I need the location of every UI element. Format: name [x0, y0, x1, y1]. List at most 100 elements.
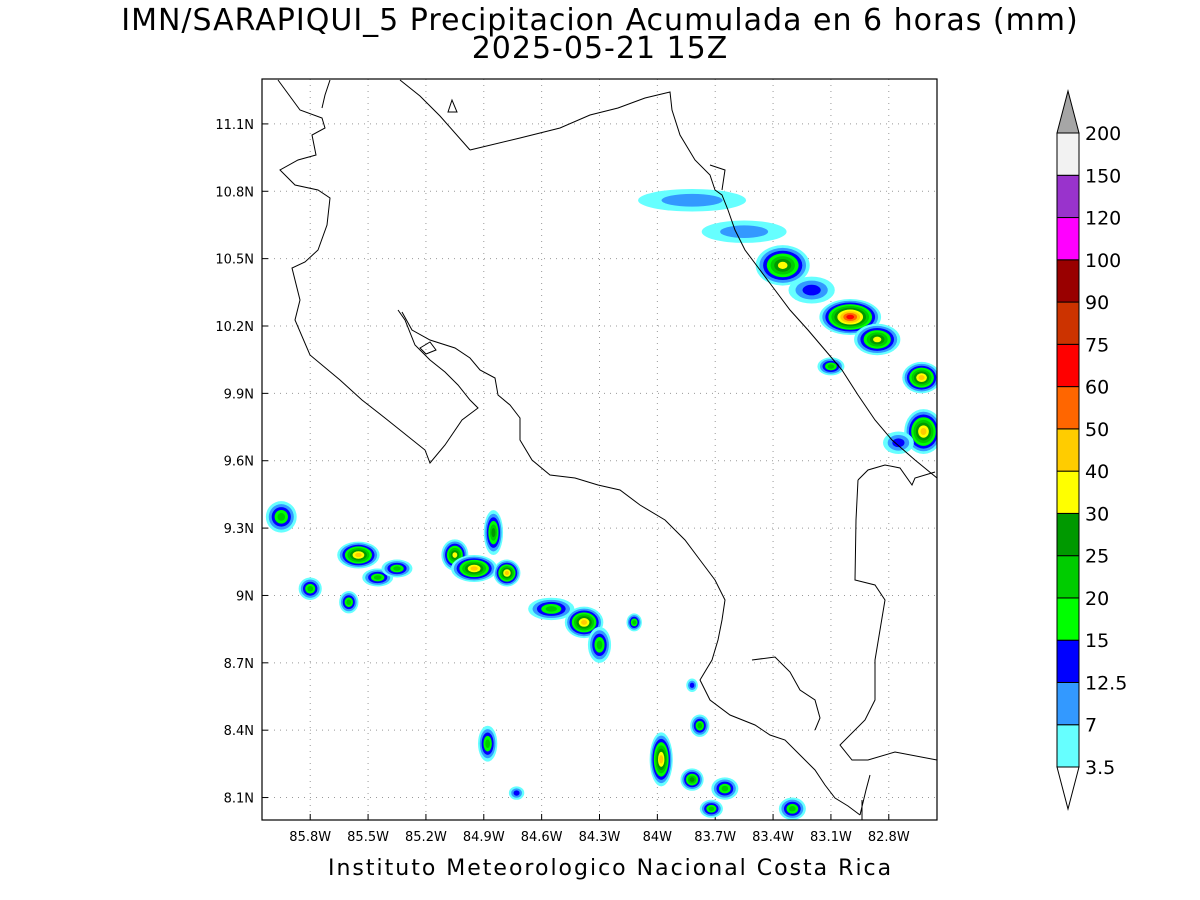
lon-tick-label: 85.2W — [405, 830, 447, 845]
colorbar-label: 30 — [1085, 503, 1109, 525]
colorbar-label: 15 — [1085, 630, 1109, 652]
contour-level — [632, 620, 637, 625]
coastline-nicoya-inner — [401, 311, 861, 816]
contour-level — [277, 513, 286, 521]
contour-level — [689, 777, 695, 782]
contour-level — [920, 428, 927, 436]
rain-cell — [649, 732, 673, 787]
contour-level — [802, 284, 821, 296]
rain-cell — [638, 189, 747, 212]
longitude-labels: 85.8W 85.5W 85.2W 84.9W 84.6W 84.3W 84W 83.7W 83… — [289, 830, 910, 845]
lon-tick-label: 82.8W — [868, 830, 910, 845]
lat-tick-label: 10.2N — [215, 320, 254, 335]
rain-cell — [362, 568, 394, 587]
coastline-osa — [751, 656, 821, 731]
colorbar-swatch — [1056, 555, 1080, 599]
colorbar-swatch — [1056, 639, 1080, 683]
precipitation-colorbar: 3.5 7 12.5 15 20 25 30 40 50 60 75 90 100 120 150 200 — [1056, 89, 1127, 811]
coastline-panama-border — [839, 464, 937, 761]
colorbar-swatch — [1056, 597, 1080, 641]
colorbar-lower-arrow — [1056, 766, 1080, 811]
rain-cell — [778, 797, 806, 820]
contour-level — [789, 806, 796, 812]
coastline-bay — [321, 79, 471, 151]
lat-tick-label: 11.1N — [215, 118, 254, 133]
contour-level — [708, 806, 715, 811]
contour-level — [581, 619, 588, 625]
colorbar-swatch — [1056, 386, 1080, 430]
footer-credit: Instituto Meteorologico Nacional Costa R… — [328, 856, 894, 881]
colorbar-swatch — [1056, 174, 1080, 219]
rain-cell — [451, 555, 498, 582]
contour-level — [545, 606, 557, 612]
contour-level — [373, 575, 382, 580]
lon-tick-label: 85.5W — [347, 830, 389, 845]
contour-level — [504, 570, 510, 576]
lat-tick-label: 9.9N — [224, 387, 254, 402]
colorbar-label: 90 — [1085, 292, 1109, 314]
colorbar-swatch — [1056, 724, 1080, 768]
rain-cell — [883, 431, 914, 454]
contour-level — [307, 585, 314, 592]
colorbar-swatch — [1056, 512, 1080, 557]
rain-cell — [337, 541, 380, 569]
rain-cell — [817, 357, 845, 376]
contour-level — [846, 314, 855, 320]
colorbar-swatch — [1056, 343, 1080, 388]
contour-level — [346, 599, 352, 605]
rain-cell — [381, 559, 413, 578]
colorbar-label: 120 — [1085, 208, 1121, 230]
colorbar-label: 60 — [1085, 377, 1109, 399]
contour-level — [918, 375, 925, 381]
rain-cell — [755, 245, 810, 286]
lon-tick-label: 83.7W — [694, 830, 736, 845]
colorbar-label: 20 — [1085, 588, 1109, 610]
map-title: IMN/SARAPIQUI_5 Precipitacion Acumulada … — [121, 3, 1079, 38]
coastline-caribbean — [469, 91, 937, 479]
contour-level — [452, 552, 458, 558]
contour-level — [689, 682, 695, 688]
rain-cell — [711, 777, 739, 800]
latitude-labels: 8.1N 8.4N 8.7N 9N 9.3N 9.6N 9.9N 10.2N 10.5N 10.8… — [215, 118, 254, 807]
rain-cell — [626, 613, 642, 632]
contour-level — [873, 336, 882, 343]
rain-cell — [680, 768, 704, 791]
map-datetime: 2025-05-21 15Z — [471, 31, 729, 66]
coastline-river — [709, 164, 726, 191]
rain-cell — [265, 501, 297, 533]
lat-tick-label: 10.5N — [215, 253, 254, 268]
colorbar-label: 200 — [1085, 123, 1121, 145]
colorbar-swatch — [1056, 681, 1080, 726]
lon-tick-label: 84.6W — [521, 830, 563, 845]
lon-tick-label: 83.1W — [810, 830, 852, 845]
lon-tick-label: 84.3W — [579, 830, 621, 845]
colorbar-label: 12.5 — [1085, 672, 1127, 694]
rain-cell — [441, 539, 469, 571]
contour-level — [513, 790, 520, 796]
contour-level — [892, 438, 905, 448]
contour-level — [393, 566, 401, 571]
grid-lines — [262, 79, 937, 820]
contour-level — [720, 225, 769, 239]
rain-cell — [483, 510, 504, 556]
coastline-small-island — [447, 98, 458, 113]
colorbar-label: 3.5 — [1085, 757, 1115, 779]
coastline-lake-islet — [419, 341, 437, 355]
lat-tick-label: 8.7N — [224, 657, 254, 672]
precipitation-field — [265, 189, 937, 820]
contour-level — [355, 552, 362, 558]
lat-tick-label: 8.4N — [224, 724, 254, 739]
colorbar-swatch — [1056, 428, 1080, 472]
lat-tick-label: 8.1N — [224, 792, 254, 807]
colorbar-upper-arrow — [1056, 89, 1080, 134]
contour-level — [659, 755, 664, 764]
lon-tick-label: 85.8W — [289, 830, 331, 845]
rain-cell — [686, 678, 698, 693]
rain-cell — [478, 725, 498, 762]
lon-tick-label: 84W — [643, 830, 673, 845]
rain-cell — [902, 361, 937, 394]
rain-cell — [788, 276, 835, 304]
lat-tick-label: 9.3N — [224, 522, 254, 537]
contour-level — [661, 193, 723, 207]
coastline-north-nicaragua — [277, 79, 479, 464]
